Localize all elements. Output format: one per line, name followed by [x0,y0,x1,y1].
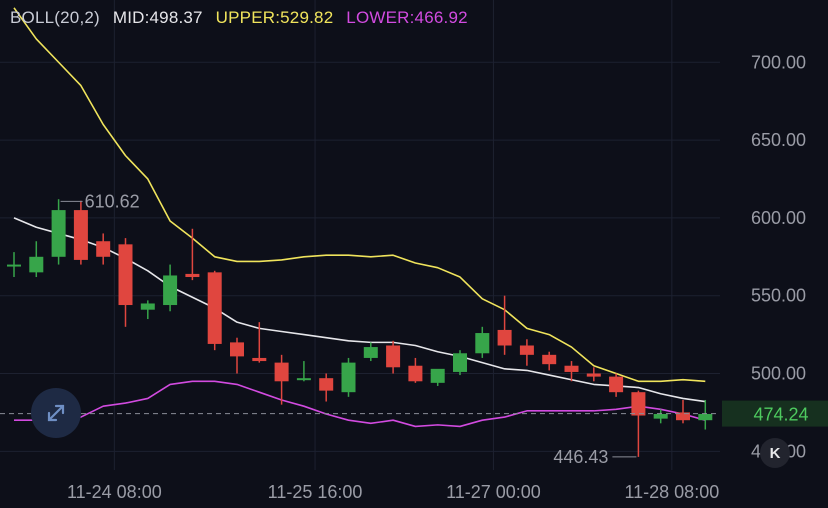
x-tick-label: 11-24 08:00 [67,482,162,502]
candle-body [497,329,512,346]
candle-body [29,256,44,273]
k-icon: K [769,444,781,462]
y-tick-label: 700.00 [751,52,806,72]
candle-body [609,376,624,393]
candle-body [386,345,401,368]
candle-body [519,345,534,355]
candle-body [163,275,178,306]
mid-value: MID:498.37 [112,8,203,27]
candle-body [408,365,423,382]
y-tick-label: 650.00 [751,130,806,150]
candle-body [453,353,467,372]
candle-body [296,378,311,381]
candle-body [430,368,445,383]
y-tick-label: 550.00 [751,286,806,306]
candle-body [586,373,601,377]
candles [7,199,713,457]
indicator-legend: BOLL(20,2) MID:498.37 UPPER:529.82 LOWER… [10,8,476,28]
y-tick-label: 600.00 [751,208,806,228]
candle-body [185,273,200,278]
grid [0,0,720,470]
candle-body [140,303,155,310]
candle-body [7,264,21,267]
candle-body [96,241,111,257]
candle-body [564,365,579,372]
x-tick-label: 11-25 16:00 [268,482,363,502]
candle-body [230,342,244,357]
expand-arrows-icon [47,404,65,422]
upper-band-line [13,7,706,383]
candle-body [653,413,668,419]
candle-body [676,412,690,421]
candle-body [207,272,222,344]
candle-body [475,333,490,354]
candle-body [631,392,646,416]
max-price-label: 610.62 [85,191,140,211]
annotations: 474.24 610.62 446.43 [0,191,828,467]
kline-button[interactable]: K [760,438,790,468]
x-axis: 11-24 08:00 11-25 16:00 11-27 00:00 11-28 0… [67,482,719,502]
candle-body [542,354,557,365]
candle-body [73,210,88,260]
indicator-name: BOLL(20,2) [10,8,100,27]
candle-body [698,413,713,421]
lower-band-line [14,380,706,428]
candle-body [51,210,66,257]
expand-button[interactable] [31,388,81,438]
min-price-label: 446.43 [553,447,608,467]
candle-body [274,362,289,382]
candle-body [118,244,133,306]
lower-value: LOWER:466.92 [346,8,468,27]
upper-value: UPPER:529.82 [215,8,334,27]
x-tick-label: 11-27 00:00 [446,482,541,502]
current-price-label: 474.24 [753,405,808,425]
bollinger-bands [13,7,706,428]
current-price-tag [722,400,828,427]
candle-body [252,357,267,362]
y-tick-label: 500.00 [751,364,806,384]
candle-body [319,378,334,391]
x-tick-label: 11-28 08:00 [624,482,719,502]
candle-body [341,362,356,393]
candle-body [363,347,378,358]
